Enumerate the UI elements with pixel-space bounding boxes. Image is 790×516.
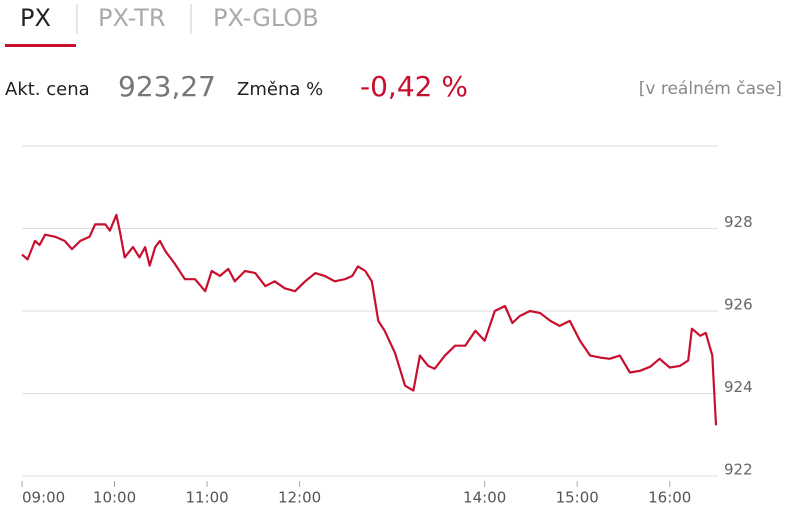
x-tick-label: 15:00 <box>556 489 599 507</box>
x-tick-label: 10:00 <box>93 489 136 507</box>
realtime-status: [v reálném čase] <box>639 79 782 99</box>
tab[interactable]: PX-GLOB <box>213 4 319 32</box>
y-tick-label: 928 <box>724 213 753 231</box>
tab-underline <box>5 44 76 47</box>
x-tick-label: 14:00 <box>463 489 506 507</box>
x-tick-label: 09:00 <box>22 489 65 507</box>
price-line <box>21 213 718 426</box>
price: 923,27 <box>118 70 216 103</box>
change: -0,42 % <box>360 70 468 103</box>
y-tick-label: 922 <box>724 461 753 479</box>
y-tick-label: 926 <box>724 296 753 314</box>
x-tick-label: 11:00 <box>185 489 228 507</box>
change-label: Změna % <box>237 79 323 100</box>
tab-active[interactable]: PX <box>20 4 51 32</box>
x-tick-label: 16:00 <box>648 489 691 507</box>
x-tick-label: 12:00 <box>278 489 321 507</box>
price-label: Akt. cena <box>5 79 90 100</box>
y-tick-label: 924 <box>724 378 753 396</box>
tab[interactable]: PX-TR <box>98 4 166 32</box>
